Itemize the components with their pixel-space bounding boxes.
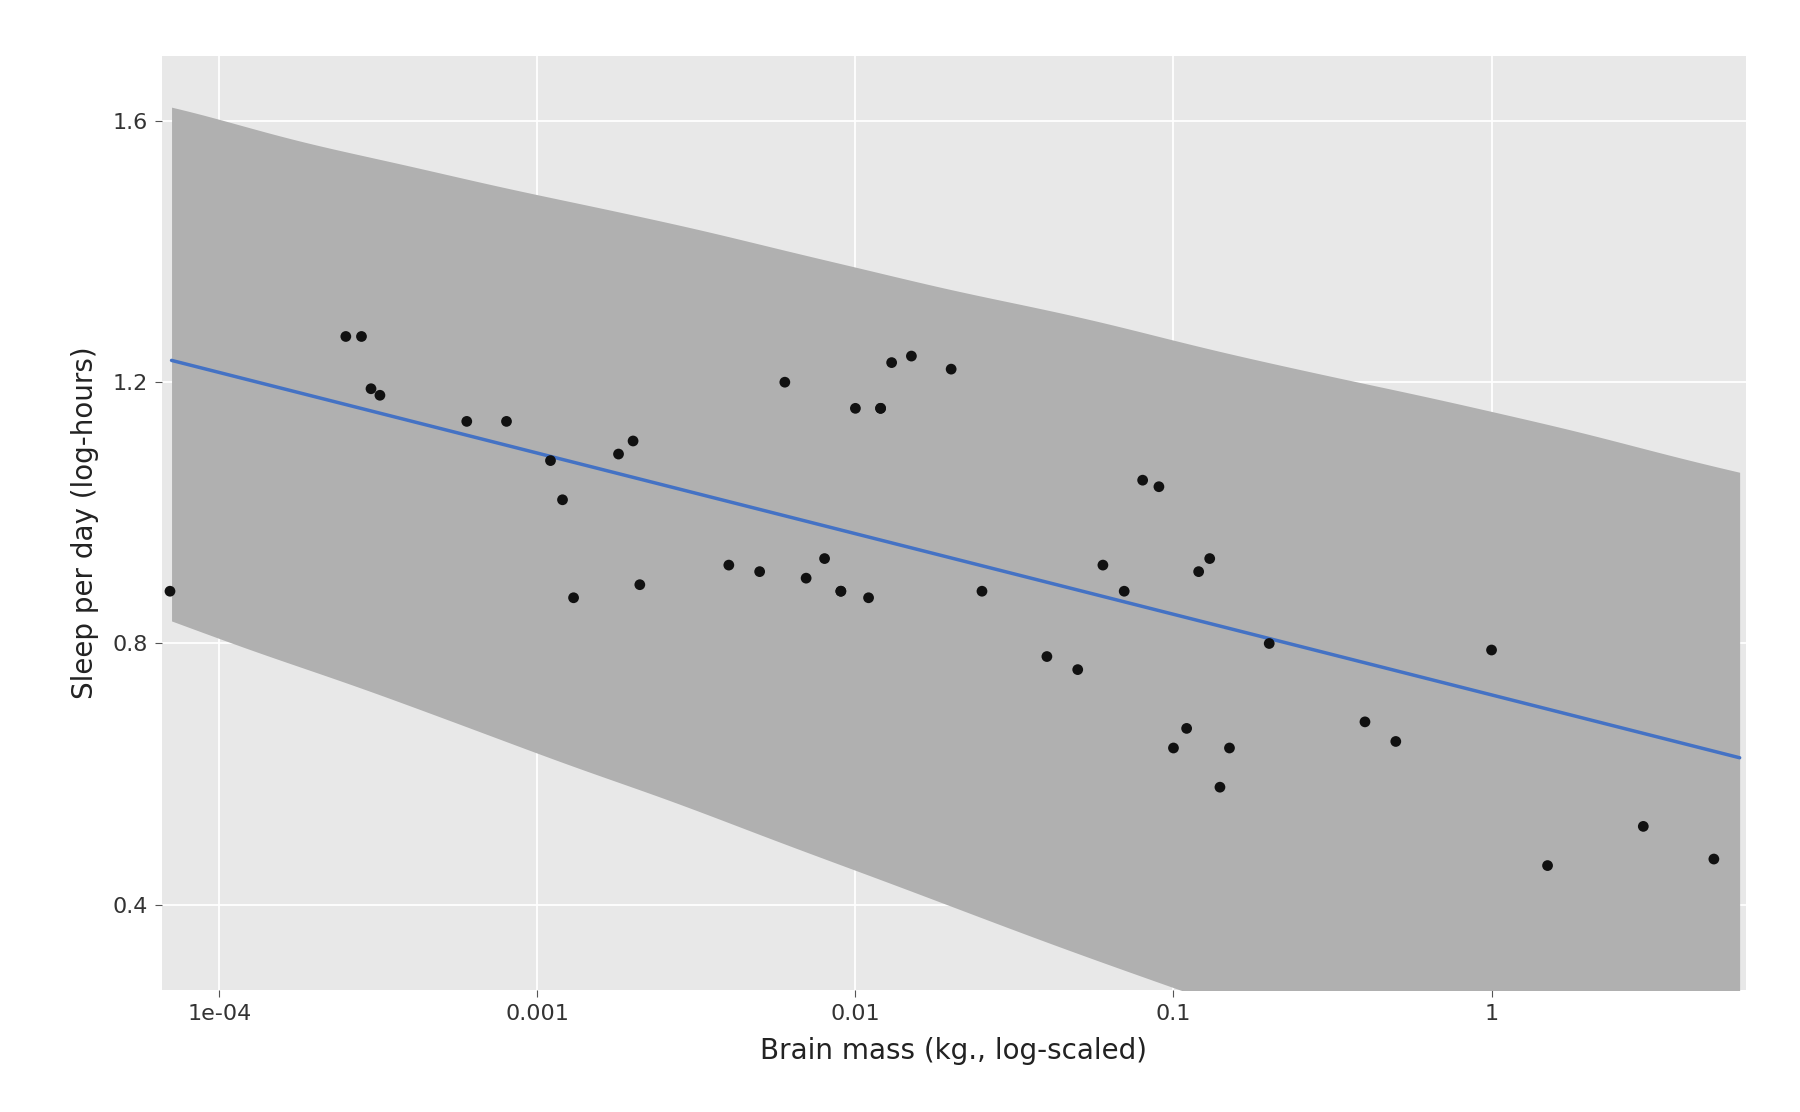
Point [810, 549, 839, 567]
Point [1159, 739, 1188, 757]
Point [841, 399, 869, 417]
Point [1033, 647, 1062, 665]
X-axis label: Brain mass (kg., log-scaled): Brain mass (kg., log-scaled) [760, 1037, 1148, 1065]
Point [155, 583, 184, 600]
Point [1534, 856, 1562, 874]
Point [877, 354, 905, 371]
Point [625, 576, 653, 594]
Point [1206, 778, 1235, 796]
Point [715, 556, 743, 574]
Point [549, 490, 578, 508]
Point [1089, 556, 1118, 574]
Point [745, 563, 774, 580]
Point [1172, 719, 1201, 737]
Point [1699, 851, 1728, 868]
Point [1255, 635, 1283, 653]
Point [356, 380, 385, 398]
Point [536, 451, 565, 469]
Point [331, 328, 360, 346]
Point [347, 328, 376, 346]
Point [605, 445, 634, 463]
Point [1111, 583, 1139, 600]
Point [452, 413, 481, 430]
Point [1184, 563, 1213, 580]
Point [1129, 471, 1157, 489]
Point [792, 569, 821, 587]
Y-axis label: Sleep per day (log-hours): Sleep per day (log-hours) [70, 346, 99, 699]
Point [1350, 713, 1379, 731]
Point [855, 589, 884, 607]
Point [826, 583, 855, 600]
Point [866, 399, 895, 417]
Point [1195, 549, 1224, 567]
Point [896, 347, 925, 365]
Point [866, 399, 895, 417]
Point [491, 413, 520, 430]
Point [1629, 817, 1658, 835]
Point [365, 386, 394, 404]
Point [560, 589, 589, 607]
Point [936, 360, 965, 378]
Point [968, 583, 997, 600]
Point [1064, 661, 1093, 678]
Point [1215, 739, 1244, 757]
Point [1381, 733, 1409, 751]
Point [1478, 642, 1507, 659]
Point [826, 583, 855, 600]
Point [619, 433, 648, 450]
Point [1145, 478, 1174, 496]
Point [770, 374, 799, 391]
